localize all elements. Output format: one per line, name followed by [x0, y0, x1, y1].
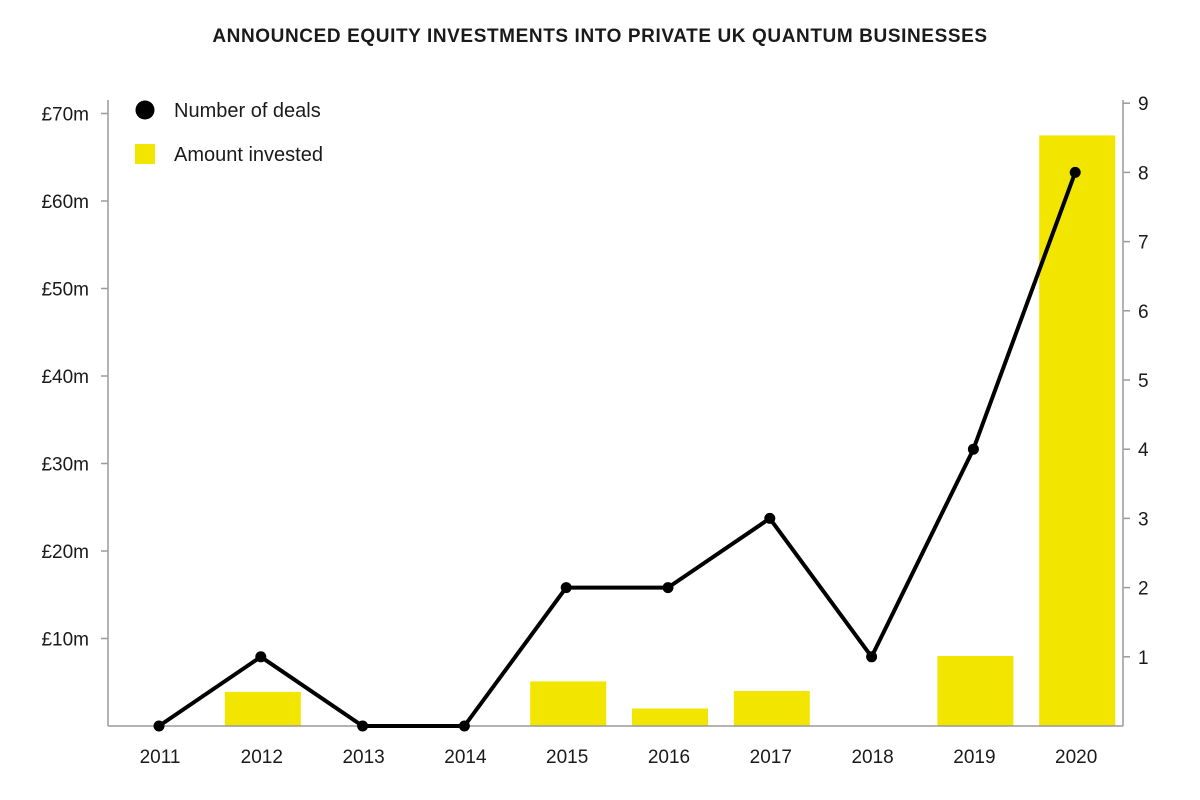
bar-amount-2012	[224, 691, 301, 726]
left-tick-label: £60m	[41, 192, 89, 213]
right-tick-label: 5	[1138, 371, 1149, 392]
left-tick-label: £50m	[41, 280, 89, 301]
x-tick-label: 2013	[342, 747, 384, 768]
deals-point-2015	[560, 582, 572, 594]
deals-point-2016	[662, 582, 674, 594]
right-tick-label: 1	[1138, 648, 1149, 669]
bar-amount-2019	[937, 656, 1014, 726]
chart-title: ANNOUNCED EQUITY INVESTMENTS INTO PRIVAT…	[212, 26, 988, 47]
right-tick-label: 2	[1138, 579, 1149, 600]
x-tick-label: 2020	[1055, 747, 1097, 768]
right-tick-label: 8	[1138, 163, 1149, 184]
x-tick-label: 2014	[444, 747, 487, 768]
x-tick-label: 2019	[953, 747, 995, 768]
bar-amount-2017	[733, 691, 810, 726]
x-tick-label: 2016	[648, 747, 690, 768]
bar-amount-2015	[530, 681, 607, 726]
left-tick-label: £10m	[41, 630, 89, 651]
deals-point-2020	[1069, 166, 1081, 178]
left-tick-label: £30m	[41, 455, 89, 476]
left-tick-label: £20m	[41, 542, 89, 563]
bar-amount-2020	[1039, 135, 1116, 726]
deals-point-2019	[967, 443, 979, 455]
left-tick-label: £70m	[41, 105, 89, 126]
right-tick-label: 6	[1138, 302, 1149, 323]
x-tick-label: 2018	[851, 747, 893, 768]
x-tick-label: 2017	[750, 747, 792, 768]
deals-point-2018	[866, 651, 878, 663]
deals-point-2013	[357, 720, 369, 732]
right-tick-label: 4	[1138, 440, 1149, 461]
x-tick-label: 2015	[546, 747, 588, 768]
right-tick-label: 9	[1138, 94, 1149, 115]
deals-point-2017	[764, 512, 776, 524]
deals-line	[157, 171, 1078, 728]
deals-point-2012	[255, 651, 267, 663]
legend-amount-label: Amount invested	[174, 144, 323, 166]
legend-deals-marker	[135, 100, 155, 120]
right-tick-label: 7	[1138, 233, 1149, 254]
legend-deals-label: Number of deals	[174, 100, 321, 122]
x-tick-label: 2011	[140, 747, 181, 768]
bar-amount-2016	[632, 708, 708, 726]
left-tick-label: £40m	[41, 367, 89, 388]
legend-amount-marker	[135, 144, 155, 164]
x-tick-label: 2012	[241, 747, 283, 768]
right-tick-label: 3	[1138, 509, 1149, 530]
deals-point-2014	[458, 720, 470, 732]
deals-point-2011	[153, 720, 165, 732]
